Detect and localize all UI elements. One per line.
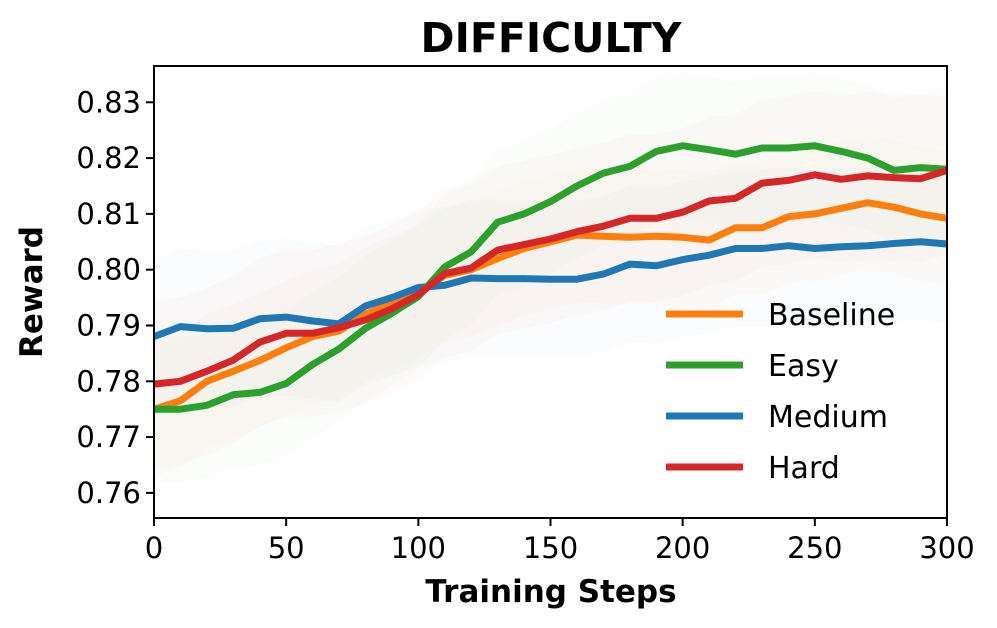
x-axis-title: Training Steps	[425, 574, 676, 610]
x-tick-label: 100	[391, 531, 446, 565]
legend-label-easy: Easy	[768, 349, 839, 384]
y-tick-label: 0.77	[76, 420, 141, 454]
line-medium	[152, 238, 948, 340]
y-axis-title: Reward	[14, 226, 50, 358]
y-tick-label: 0.79	[76, 308, 141, 342]
x-tick-label: 200	[655, 531, 710, 565]
x-axis-ticks: 0 50 100 150 200 250 300	[145, 518, 975, 565]
y-tick-label: 0.83	[76, 85, 141, 119]
y-tick-label: 0.81	[76, 197, 141, 231]
x-tick-label: 0	[145, 531, 163, 565]
y-axis-ticks: 0.76 0.77 0.78 0.79 0.80 0.81 0.82 0.83	[76, 85, 154, 510]
series-lines	[152, 142, 949, 413]
legend-label-medium: Medium	[768, 400, 888, 435]
y-tick-label: 0.80	[76, 253, 141, 287]
x-tick-label: 250	[787, 531, 842, 565]
line-easy	[154, 142, 948, 413]
legend: Baseline Easy Medium Hard	[666, 298, 895, 486]
y-tick-label: 0.82	[76, 141, 141, 175]
x-tick-label: 150	[523, 531, 578, 565]
line-hard	[153, 167, 949, 388]
y-tick-label: 0.78	[76, 364, 141, 398]
y-tick-label: 0.76	[76, 476, 141, 510]
chart-title: DIFFICULTY	[421, 14, 683, 62]
x-tick-label: 50	[268, 531, 305, 565]
legend-label-hard: Hard	[768, 451, 840, 486]
x-tick-label: 300	[919, 531, 974, 565]
legend-label-baseline: Baseline	[768, 298, 895, 333]
